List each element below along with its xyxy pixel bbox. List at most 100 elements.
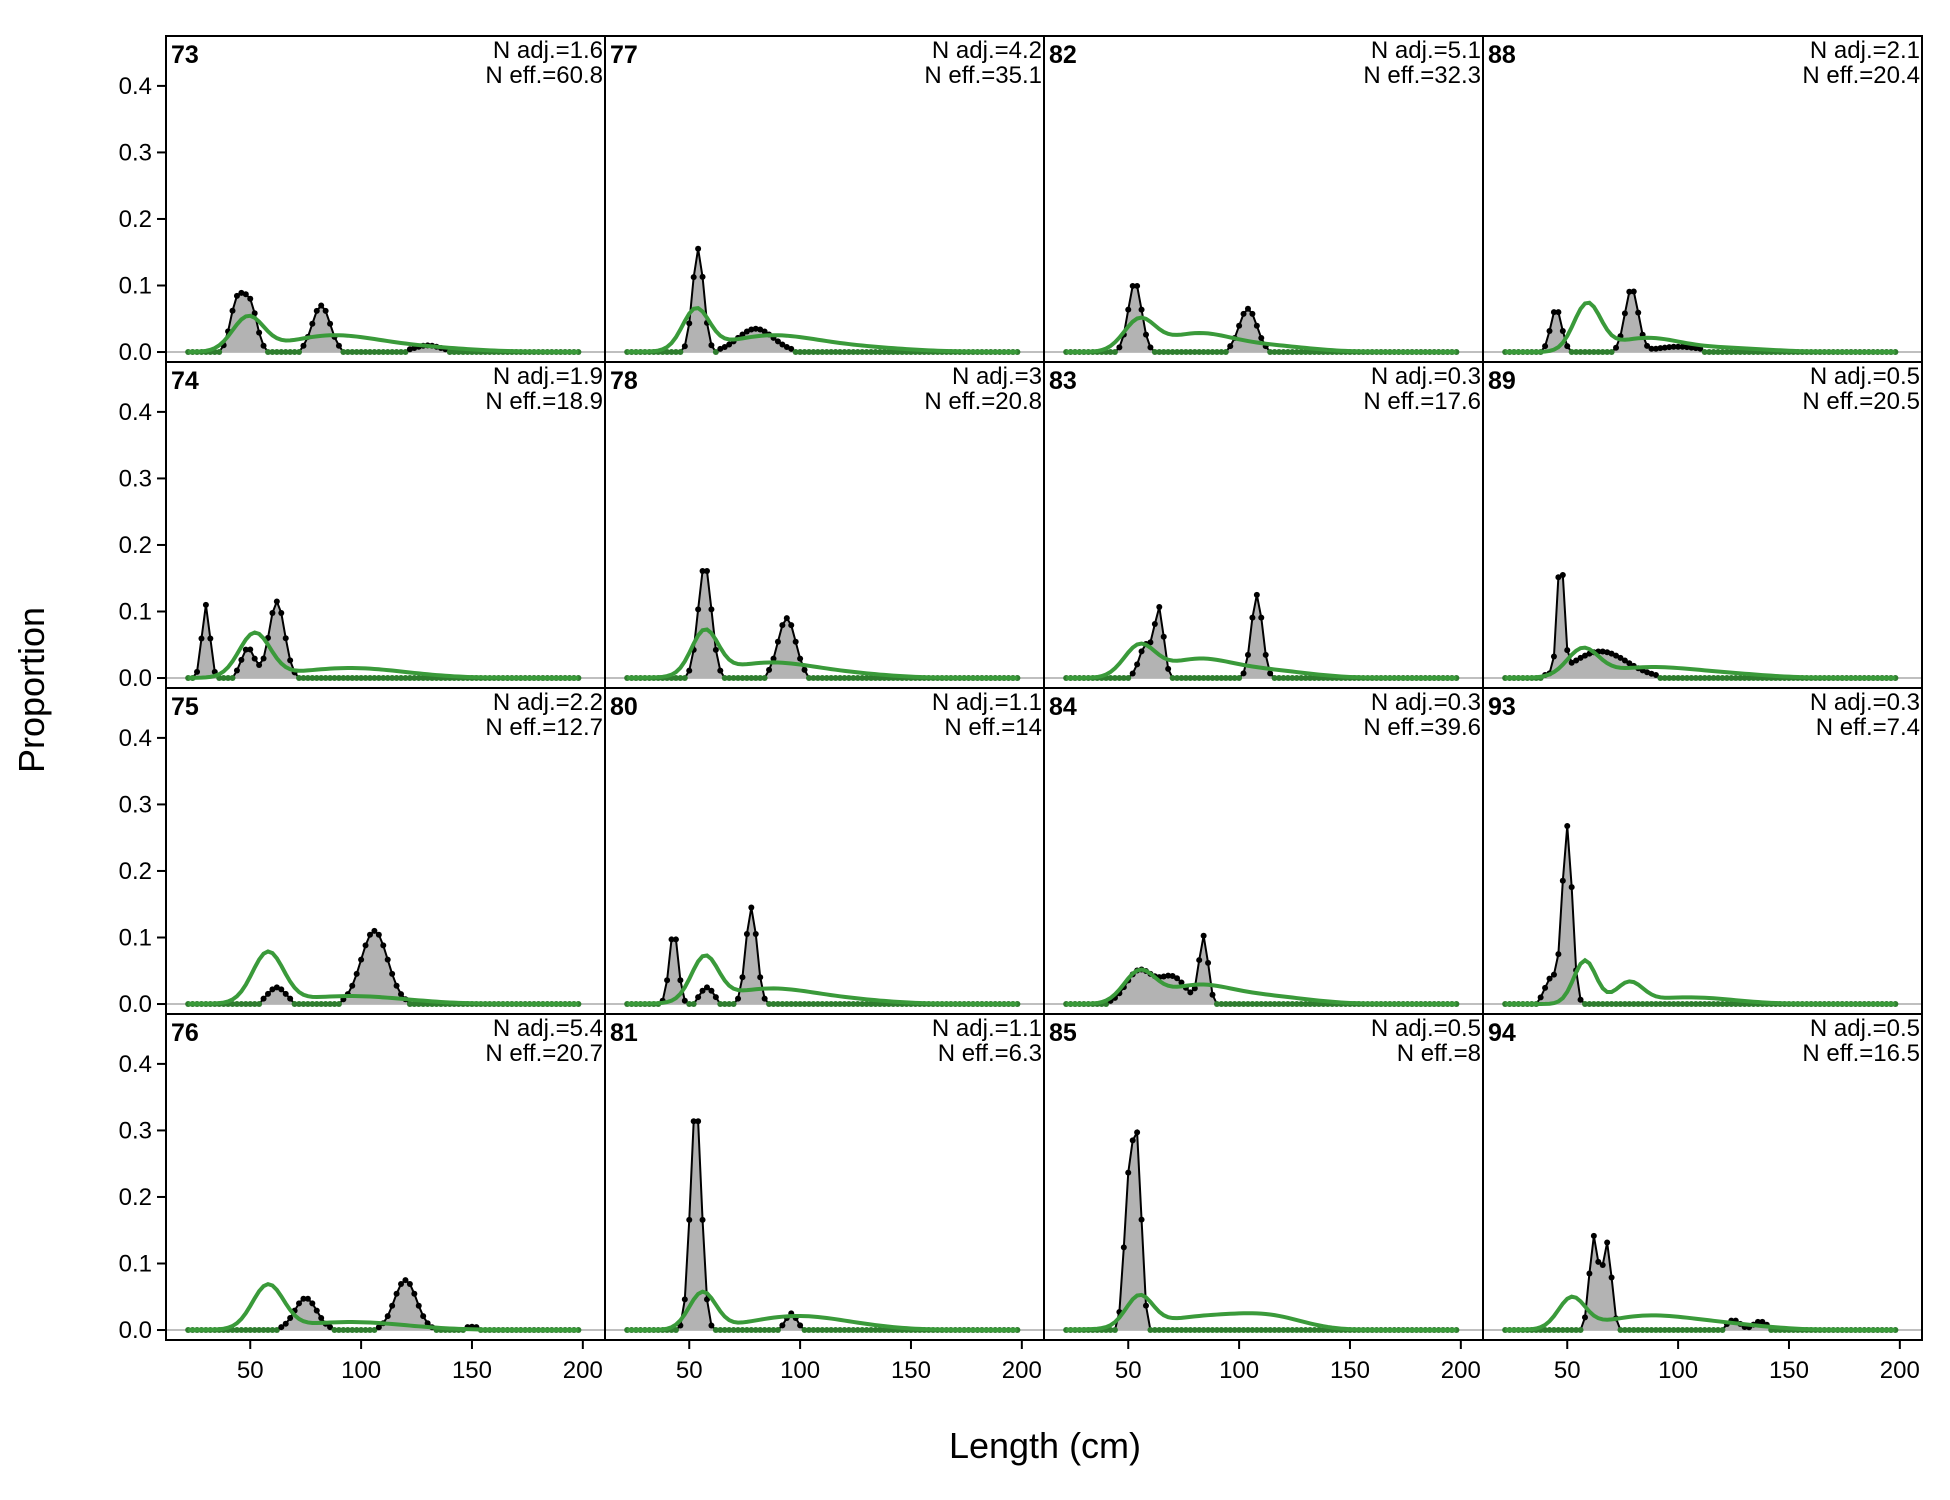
x-tick-label: 150 [452,1357,492,1384]
observed-point [1289,675,1296,682]
observed-point [375,675,382,682]
observed-point [371,349,378,356]
observed-point [291,349,298,356]
observed-point [1750,675,1757,682]
observed-point [774,1327,781,1334]
panel-77: 77 N adj.=4.2N eff.=35.1 [604,35,1045,363]
observed-point [384,675,391,682]
observed-point [1293,675,1300,682]
observed-point [278,610,285,617]
observed-point [1710,675,1717,682]
observed-point [1156,1327,1163,1334]
observed-point [837,1001,844,1008]
observed-point [819,1001,826,1008]
n-adj-label: N adj.=2.2 [493,689,603,716]
observed-point [735,995,742,1002]
observed-point [1276,1001,1283,1008]
panel-year-label: 94 [1488,1019,1516,1047]
observed-point [1196,1327,1203,1334]
observed-point [1719,1327,1726,1334]
observed-point [300,342,307,349]
observed-point [1174,349,1181,356]
observed-point [1648,345,1655,352]
panel-year-label: 83 [1049,367,1077,395]
panel-year-label: 88 [1488,41,1516,69]
observed-point [1258,1327,1265,1334]
observed-point [318,675,325,682]
observed-point [1542,1327,1549,1334]
observed-point [664,977,671,984]
observed-point [1590,1001,1597,1008]
observed-point [1688,1327,1695,1334]
observed-point [1307,675,1314,682]
observed-point [389,1302,396,1309]
x-tick-label: 100 [780,1357,820,1384]
observed-point [1111,349,1118,356]
observed-point [677,349,684,356]
observed-point [708,606,715,613]
observed-point [269,1327,276,1334]
observed-point [703,568,710,575]
observed-point [1573,1327,1580,1334]
y-tick-label: 0.4 [119,399,152,426]
observed-point [1244,651,1251,658]
observed-point [393,982,400,989]
observed-point [1559,327,1566,334]
x-tick-label: 150 [1330,1357,1370,1384]
panel-89: 89 N adj.=0.5N eff.=20.5 [1482,361,1923,689]
observed-point [1555,951,1562,958]
observed-point [411,1290,418,1297]
panel-year-label: 76 [171,1019,199,1047]
observed-point [1661,1327,1668,1334]
observed-point [721,1001,728,1008]
observed-point [1298,1001,1305,1008]
observed-point [1701,1001,1708,1008]
observed-point [801,349,808,356]
observed-point [256,329,263,336]
observed-point [353,349,360,356]
observed-point [1205,959,1212,966]
observed-point [863,1327,870,1334]
observed-point [1244,305,1251,312]
observed-point [1630,1001,1637,1008]
observed-point [797,655,804,662]
observed-point [1683,1001,1690,1008]
observed-point [788,1001,795,1008]
observed-point [1732,1001,1739,1008]
observed-point [398,991,405,998]
observed-point [770,1001,777,1008]
expected-line [627,305,1018,354]
observed-point [1302,349,1309,356]
panel-75: 75 N adj.=2.2N eff.=12.7 0.0 0.1 0.2 0.3 0.4 [119,687,606,1018]
observed-point [779,1001,786,1008]
observed-point [304,675,311,682]
observed-point [1107,349,1114,356]
x-tick-label: 150 [891,1357,931,1384]
observed-point [349,1327,356,1334]
observed-point [335,1327,342,1334]
panel-85: 85 N adj.=0.5N eff.=8 50 100 150 200 [1043,1013,1484,1384]
observed-area [188,601,579,679]
observed-point [1728,675,1735,682]
observed-point [748,675,755,682]
observed-point [854,349,861,356]
observed-point [1586,349,1593,356]
n-adj-label: N adj.=0.3 [1371,363,1481,390]
observed-point [1630,288,1637,295]
observed-point [415,675,422,682]
observed-point [247,1001,254,1008]
observed-point [358,349,365,356]
observed-point [1280,1001,1287,1008]
observed-point [1258,1001,1265,1008]
observed-point [1160,633,1167,640]
observed-point [398,349,405,356]
observed-point [1586,1001,1593,1008]
observed-point [398,1280,405,1287]
observed-point [1244,1001,1251,1008]
observed-point [415,1001,422,1008]
observed-point [805,1001,812,1008]
observed-point [1666,1327,1673,1334]
observed-point [823,675,830,682]
observed-point [1302,1001,1309,1008]
